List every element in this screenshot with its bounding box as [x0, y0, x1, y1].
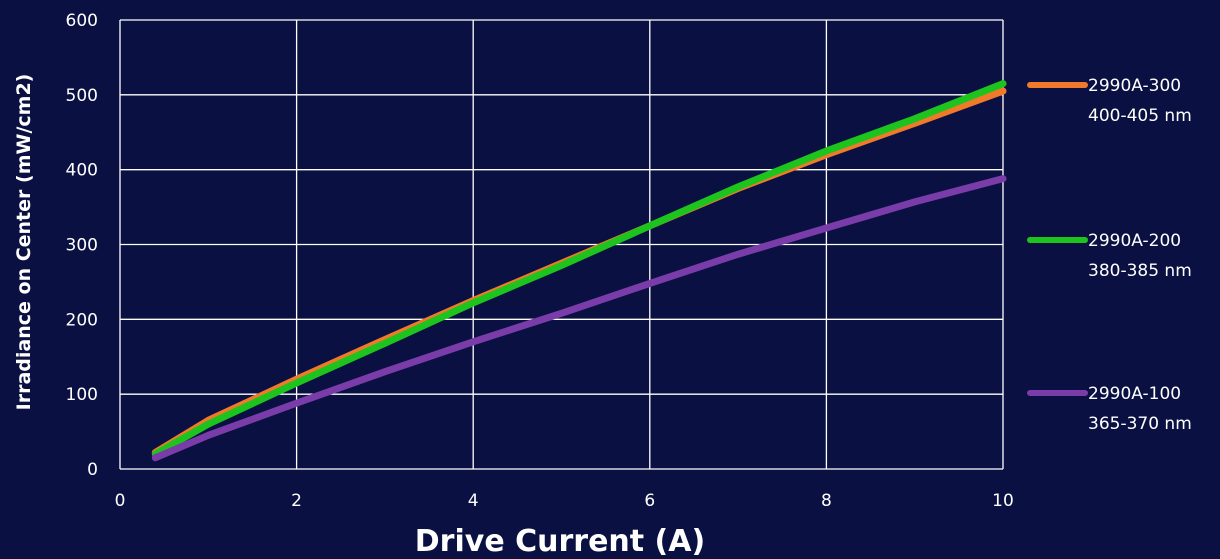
- legend-label: 2990A-300: [1088, 76, 1181, 96]
- series-lines: [151, 80, 1007, 462]
- series-line-2990a-200: [151, 80, 1007, 458]
- y-tick-label: 600: [66, 11, 98, 31]
- legend-label: 2990A-100: [1088, 384, 1181, 404]
- legend-label: 2990A-200: [1088, 231, 1181, 251]
- y-tick-label: 500: [66, 86, 98, 106]
- y-axis-ticks: 0 100 200 300 400 500 600: [66, 11, 98, 480]
- series-line-2990a-100: [151, 175, 1007, 462]
- y-tick-label: 100: [66, 385, 98, 405]
- y-tick-label: 0: [87, 460, 98, 480]
- legend: 2990A-300 400-405 nm 2990A-200 380-385 nm 29…: [1027, 76, 1192, 434]
- x-tick-label: 8: [821, 491, 832, 511]
- x-axis-ticks: 0 2 4 6 8 10: [115, 491, 1014, 511]
- x-tick-label: 0: [115, 491, 126, 511]
- y-tick-label: 200: [66, 310, 98, 330]
- x-tick-label: 10: [992, 491, 1014, 511]
- x-axis-title: Drive Current (A): [415, 524, 705, 559]
- legend-sublabel: 365-370 nm: [1088, 414, 1192, 434]
- legend-sublabel: 400-405 nm: [1088, 106, 1192, 126]
- x-tick-label: 6: [644, 491, 655, 511]
- y-tick-label: 400: [66, 161, 98, 181]
- y-tick-label: 300: [66, 236, 98, 256]
- legend-sublabel: 380-385 nm: [1088, 261, 1192, 281]
- x-tick-label: 4: [468, 491, 479, 511]
- x-tick-label: 2: [291, 491, 302, 511]
- y-axis-title: Irradiance on Center (mW/cm2): [13, 74, 35, 411]
